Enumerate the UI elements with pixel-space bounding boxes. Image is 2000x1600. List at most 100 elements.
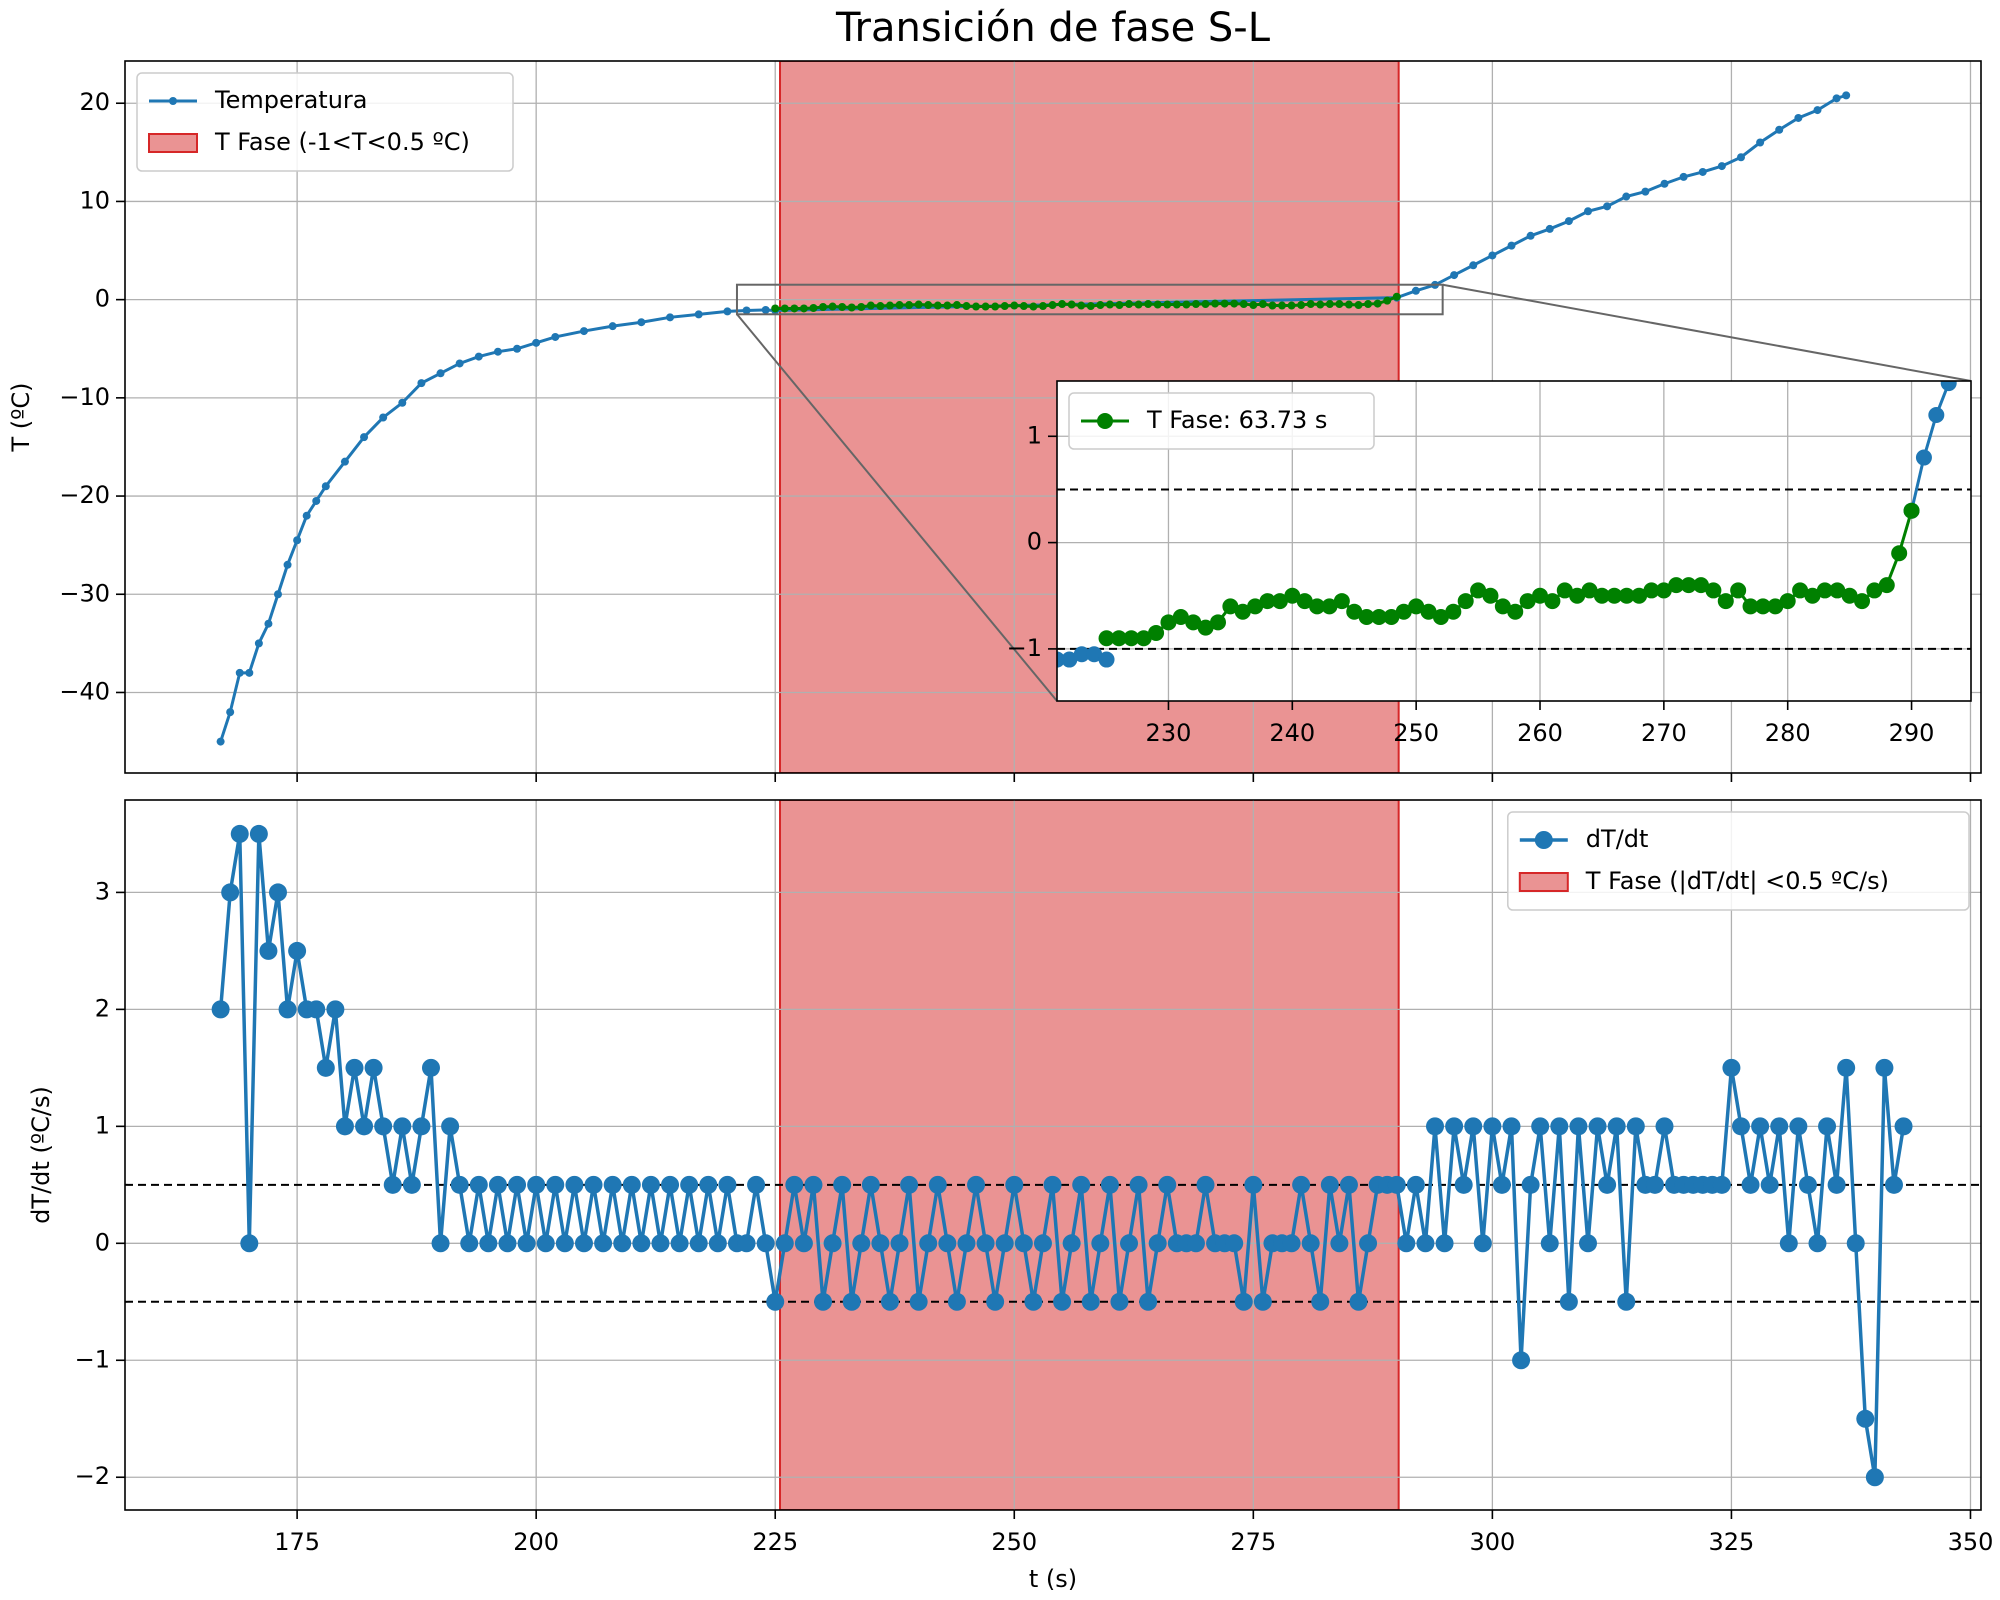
legend-label: T Fase (|dT/dt| <0.5 ºC/s) (1585, 867, 1889, 895)
data-point (1953, 333, 1969, 349)
data-point (680, 1175, 699, 1194)
data-point (1445, 1117, 1464, 1136)
data-point (1856, 1409, 1875, 1428)
legend-marker (169, 97, 177, 105)
data-point (1779, 1234, 1798, 1253)
data-point (393, 1117, 412, 1136)
data-point (1854, 593, 1871, 610)
data-point (1061, 651, 1078, 668)
data-point (226, 708, 235, 717)
data-point (460, 1234, 479, 1253)
data-point (1544, 593, 1561, 610)
data-point (1100, 1175, 1119, 1194)
data-point (1866, 582, 1883, 599)
data-point (1110, 1292, 1129, 1311)
data-point (398, 398, 407, 407)
data-point (1469, 261, 1478, 270)
y-tick-label: 1 (95, 1111, 110, 1139)
data-point (235, 668, 244, 677)
data-point (1144, 300, 1153, 309)
y-tick-label: 3 (95, 877, 110, 905)
data-point (254, 639, 263, 648)
data-point (1371, 609, 1388, 626)
data-point (1014, 1234, 1033, 1253)
data-point (962, 302, 971, 311)
data-point (876, 302, 885, 311)
data-point (1494, 598, 1511, 615)
data-point (1024, 1292, 1043, 1311)
data-point (1550, 1117, 1569, 1136)
data-point (1884, 1175, 1903, 1194)
data-point (708, 1234, 727, 1253)
data-point (1564, 217, 1573, 226)
data-point (1222, 598, 1239, 615)
data-point (1033, 1234, 1052, 1253)
data-point (1408, 598, 1425, 615)
x-tick-label: 250 (1393, 719, 1439, 747)
data-point (1626, 1117, 1645, 1136)
legend-label: Temperatura (214, 86, 368, 114)
data-point (527, 1175, 546, 1194)
legend-label: dT/dt (1586, 825, 1649, 853)
data-point (1655, 1117, 1674, 1136)
zoom-connector (1442, 283, 1972, 382)
data-point (1569, 1117, 1588, 1136)
data-point (1160, 614, 1177, 631)
data-point (1730, 582, 1747, 599)
data-point (790, 304, 799, 313)
data-point (1756, 138, 1765, 147)
data-point (1354, 301, 1363, 310)
data-point (1320, 1175, 1339, 1194)
data-point (1426, 1117, 1445, 1136)
data-point (1502, 1117, 1521, 1136)
zoom-connector (736, 313, 1058, 702)
x-tick-label: 240 (1269, 719, 1315, 747)
data-point (991, 302, 1000, 311)
data-point (1125, 300, 1134, 309)
data-point (1387, 1175, 1406, 1194)
legend-swatch (1518, 872, 1569, 892)
data-point (421, 1058, 440, 1077)
data-point (584, 1175, 603, 1194)
data-point (1717, 593, 1734, 610)
data-point (1832, 94, 1841, 103)
data-point (249, 824, 268, 843)
data-point (1182, 300, 1191, 309)
data-point (1712, 1175, 1731, 1194)
data-point (1383, 296, 1392, 305)
data-point (1339, 1175, 1358, 1194)
data-point (1043, 1175, 1062, 1194)
data-point (1808, 1234, 1827, 1253)
data-point (666, 313, 675, 322)
data-point (1306, 300, 1315, 309)
data-point (689, 1234, 708, 1253)
data-point (857, 303, 866, 312)
data-point (1846, 1234, 1865, 1253)
data-point (1135, 630, 1152, 647)
y-axis-label: T (ºC) (7, 382, 35, 452)
data-point (1531, 1117, 1550, 1136)
data-point (947, 1292, 966, 1311)
data-point (1073, 646, 1090, 663)
data-point (976, 1234, 995, 1253)
data-point (1359, 1234, 1378, 1253)
data-point (546, 1175, 565, 1194)
data-point (1395, 603, 1412, 620)
data-point (1928, 407, 1945, 424)
data-point (326, 1000, 345, 1019)
data-point (1842, 91, 1851, 100)
data-point (402, 1175, 421, 1194)
data-point (1454, 1175, 1473, 1194)
data-point (694, 310, 703, 319)
x-tick-label: 290 (1889, 719, 1935, 747)
data-point (1736, 153, 1745, 162)
y-tick-label: 2 (95, 994, 110, 1022)
data-point (1000, 302, 1009, 311)
data-point (1545, 224, 1554, 233)
data-point (1804, 587, 1821, 604)
data-point (1196, 1175, 1215, 1194)
y-axis-label: dT/dt (ºC/s) (27, 1086, 55, 1224)
data-point (775, 1234, 794, 1253)
data-point (1742, 598, 1759, 615)
data-point (450, 1175, 469, 1194)
